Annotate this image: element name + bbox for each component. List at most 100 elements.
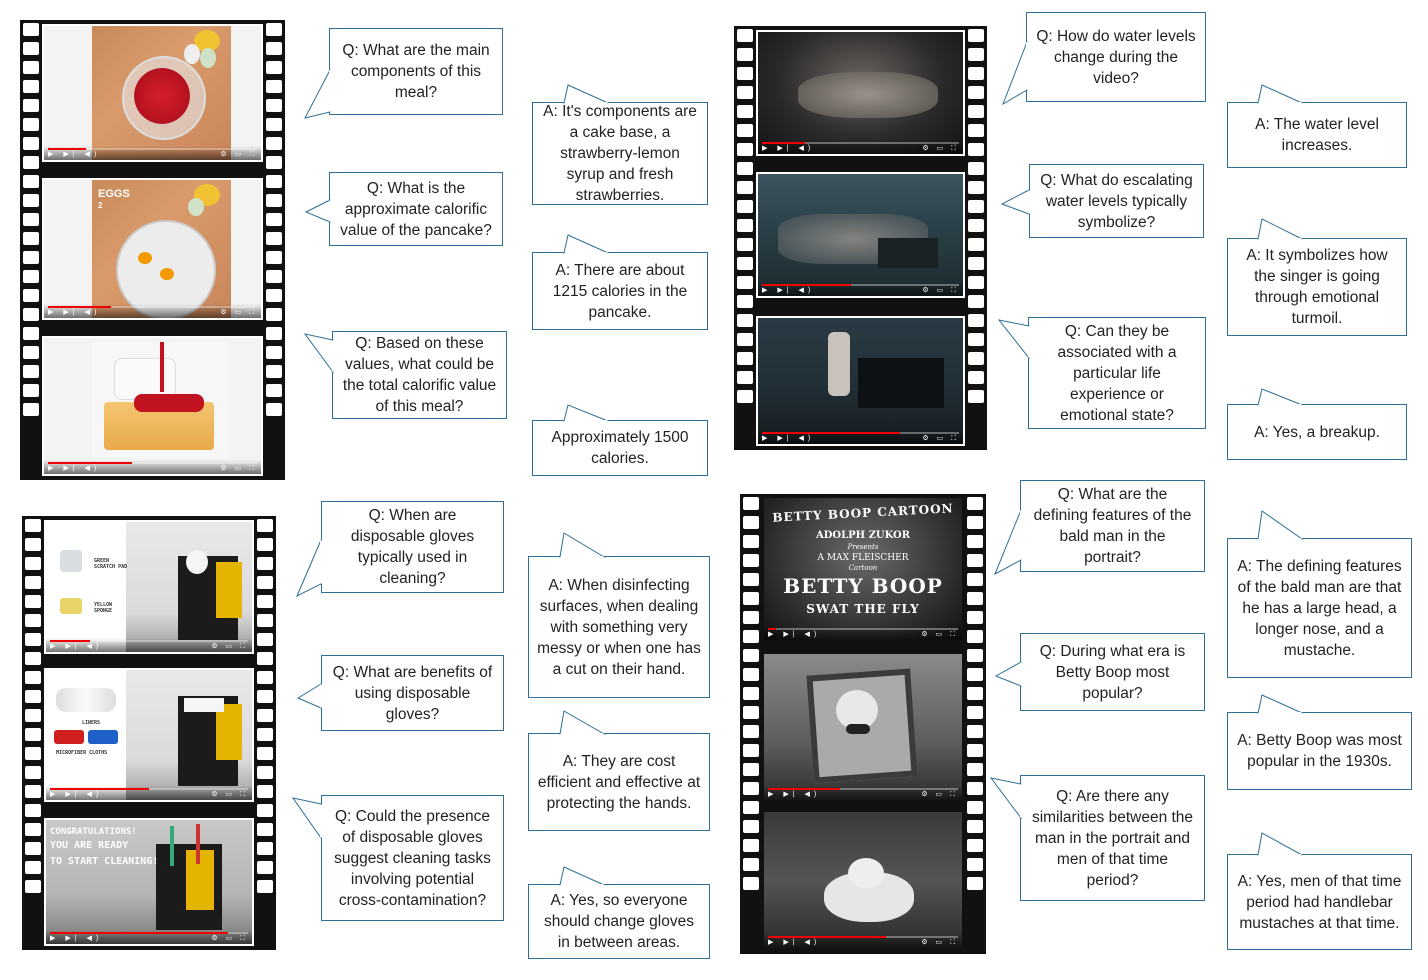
settings-icon[interactable]: ⚙ ▭ ⛶ (922, 287, 959, 294)
perforation (23, 251, 39, 264)
perforation (257, 538, 273, 551)
settings-icon[interactable]: ⚙ ▭ ⛶ (220, 309, 257, 316)
callout-text: Q: What are benefits of using disposable… (332, 663, 493, 723)
video-frame-piano[interactable]: ▶ ▶| ◀) ⚙ ▭ ⛶ (756, 316, 965, 446)
perforation (743, 877, 759, 890)
perforation (23, 156, 39, 169)
settings-icon[interactable]: ⚙ ▭ ⛶ (922, 435, 959, 442)
video-controls[interactable]: ▶ ▶| ◀) ⚙ ▭ ⛶ (44, 304, 261, 318)
overlay-line: YOU ARE READY (50, 840, 129, 851)
video-controls[interactable]: ▶ ▶| ◀) ⚙ ▭ ⛶ (46, 786, 252, 800)
play-icon[interactable]: ▶ ▶| ◀) (762, 287, 815, 294)
video-frame-pancake[interactable]: ▶ ▶| ◀) ⚙ ▭ ⛶ (42, 336, 263, 476)
card-heading: BETTY BOOP CARTOON (772, 501, 954, 525)
perforation (23, 118, 39, 131)
perforation (257, 842, 273, 855)
settings-icon[interactable]: ⚙ ▭ ⛶ (921, 631, 958, 638)
settings-icon[interactable]: ⚙ ▭ ⛶ (220, 151, 257, 158)
card-cartoon: Cartoon (848, 564, 878, 572)
callout-tail (563, 234, 609, 254)
film-perforations (22, 516, 44, 950)
video-controls[interactable]: ▶ ▶| ◀) ⚙ ▭ ⛶ (46, 930, 252, 944)
perforation (25, 823, 41, 836)
video-thumbnail: EGGS 2 ▶ ▶| ◀) ⚙ ▭ ⛶ (44, 180, 261, 318)
filmstrip-food: ▶ ▶| ◀) ⚙ ▭ ⛶ EGGS 2 ▶ ▶| ◀) ⚙ ▭ ⛶ (20, 20, 285, 480)
video-controls[interactable]: ▶ ▶| ◀) ⚙ ▭ ⛶ (764, 934, 962, 948)
perforation (968, 86, 984, 99)
video-frame-supplies[interactable]: GREEN SCRATCH PAD YELLOW SPONGE ▶ ▶| ◀) … (44, 520, 254, 654)
play-icon[interactable]: ▶ ▶| ◀) (50, 643, 103, 650)
perforation (968, 143, 984, 156)
perforation (967, 573, 983, 586)
video-controls[interactable]: ▶ ▶| ◀) ⚙ ▭ ⛶ (44, 146, 261, 160)
play-icon[interactable]: ▶ ▶| ◀) (48, 309, 101, 316)
video-controls[interactable]: ▶ ▶| ◀) ⚙ ▭ ⛶ (758, 430, 963, 444)
video-frame-dry-room[interactable]: ▶ ▶| ◀) ⚙ ▭ ⛶ (756, 30, 965, 156)
video-controls[interactable]: ▶ ▶| ◀) ⚙ ▭ ⛶ (46, 638, 252, 652)
settings-icon[interactable]: ⚙ ▭ ⛶ (211, 791, 248, 798)
play-icon[interactable]: ▶ ▶| ◀) (50, 791, 103, 798)
perforation (23, 365, 39, 378)
perforation (25, 842, 41, 855)
play-icon[interactable]: ▶ ▶| ◀) (768, 631, 821, 638)
answer-callout: A: Yes, men of that time period had hand… (1227, 854, 1412, 950)
answer-callout: A: Yes, so everyone should change gloves… (528, 884, 710, 959)
settings-icon[interactable]: ⚙ ▭ ⛶ (211, 643, 248, 650)
perforation (257, 633, 273, 646)
video-controls[interactable]: ▶ ▶| ◀) ⚙ ▭ ⛶ (758, 282, 963, 296)
callout-text: Q: Can they be associated with a particu… (1057, 322, 1177, 424)
callout-text: Q: What are the defining features of the… (1033, 486, 1192, 566)
perforation (967, 649, 983, 662)
perforation (257, 880, 273, 893)
settings-icon[interactable]: ⚙ ▭ ⛶ (921, 939, 958, 946)
perforation (743, 744, 759, 757)
play-icon[interactable]: ▶ ▶| ◀) (768, 939, 821, 946)
settings-icon[interactable]: ⚙ ▭ ⛶ (922, 145, 959, 152)
settings-icon[interactable]: ⚙ ▭ ⛶ (921, 791, 958, 798)
perforation (743, 649, 759, 662)
perforation (967, 801, 983, 814)
play-icon[interactable]: ▶ ▶| ◀) (48, 151, 101, 158)
play-icon[interactable]: ▶ ▶| ◀) (768, 791, 821, 798)
video-frame-liners[interactable]: LINERS MICROFIBER CLOTHS ▶ ▶| ◀) ⚙ ▭ ⛶ (44, 668, 254, 802)
perforation (743, 573, 759, 586)
play-icon[interactable]: ▶ ▶| ◀) (50, 935, 103, 942)
perforation (257, 728, 273, 741)
video-controls[interactable]: ▶ ▶| ◀) ⚙ ▭ ⛶ (758, 140, 963, 154)
perforation (967, 858, 983, 871)
callout-text: Q: When are disposable gloves typically … (350, 507, 475, 587)
video-frame-eggs[interactable]: EGGS 2 ▶ ▶| ◀) ⚙ ▭ ⛶ (42, 178, 263, 320)
video-thumbnail: ▶ ▶| ◀) ⚙ ▭ ⛶ (764, 654, 962, 800)
play-icon[interactable]: ▶ ▶| ◀) (48, 465, 101, 472)
video-controls[interactable]: ▶ ▶| ◀) ⚙ ▭ ⛶ (44, 460, 261, 474)
settings-icon[interactable]: ⚙ ▭ ⛶ (220, 465, 257, 472)
perforation (743, 630, 759, 643)
video-frame-ready[interactable]: CONGRATULATIONS! YOU ARE READY TO START … (44, 818, 254, 946)
film-perforations (965, 26, 987, 450)
video-frame-title-card[interactable]: BETTY BOOP CARTOON ADOLPH ZUKOR Presents… (762, 496, 964, 642)
callout-tail (291, 797, 322, 840)
perforation (967, 763, 983, 776)
play-icon[interactable]: ▶ ▶| ◀) (762, 435, 815, 442)
video-frame-strawberries[interactable]: ▶ ▶| ◀) ⚙ ▭ ⛶ (42, 24, 263, 162)
video-frame-dog[interactable]: ▶ ▶| ◀) ⚙ ▭ ⛶ (762, 810, 964, 950)
perforation (25, 785, 41, 798)
perforation (23, 99, 39, 112)
video-frame-underwater[interactable]: ▶ ▶| ◀) ⚙ ▭ ⛶ (756, 172, 965, 298)
play-icon[interactable]: ▶ ▶| ◀) (762, 145, 815, 152)
video-controls[interactable]: ▶ ▶| ◀) ⚙ ▭ ⛶ (764, 626, 962, 640)
perforation (257, 614, 273, 627)
perforation (967, 630, 983, 643)
perforation (743, 554, 759, 567)
perforation (25, 671, 41, 684)
video-controls[interactable]: ▶ ▶| ◀) ⚙ ▭ ⛶ (764, 786, 962, 800)
perforation (266, 194, 282, 207)
video-frame-portrait[interactable]: ▶ ▶| ◀) ⚙ ▭ ⛶ (762, 652, 964, 802)
card-presents: Presents (847, 543, 879, 551)
video-thumbnail: ▶ ▶| ◀) ⚙ ▭ ⛶ (44, 26, 261, 160)
callout-text: A: Yes, so everyone should change gloves… (544, 892, 694, 951)
perforation (266, 23, 282, 36)
settings-icon[interactable]: ⚙ ▭ ⛶ (211, 935, 248, 942)
answer-callout: A: It's components are a cake base, a st… (532, 102, 708, 205)
callout-text: Q: What is the approximate calorific val… (340, 179, 492, 239)
